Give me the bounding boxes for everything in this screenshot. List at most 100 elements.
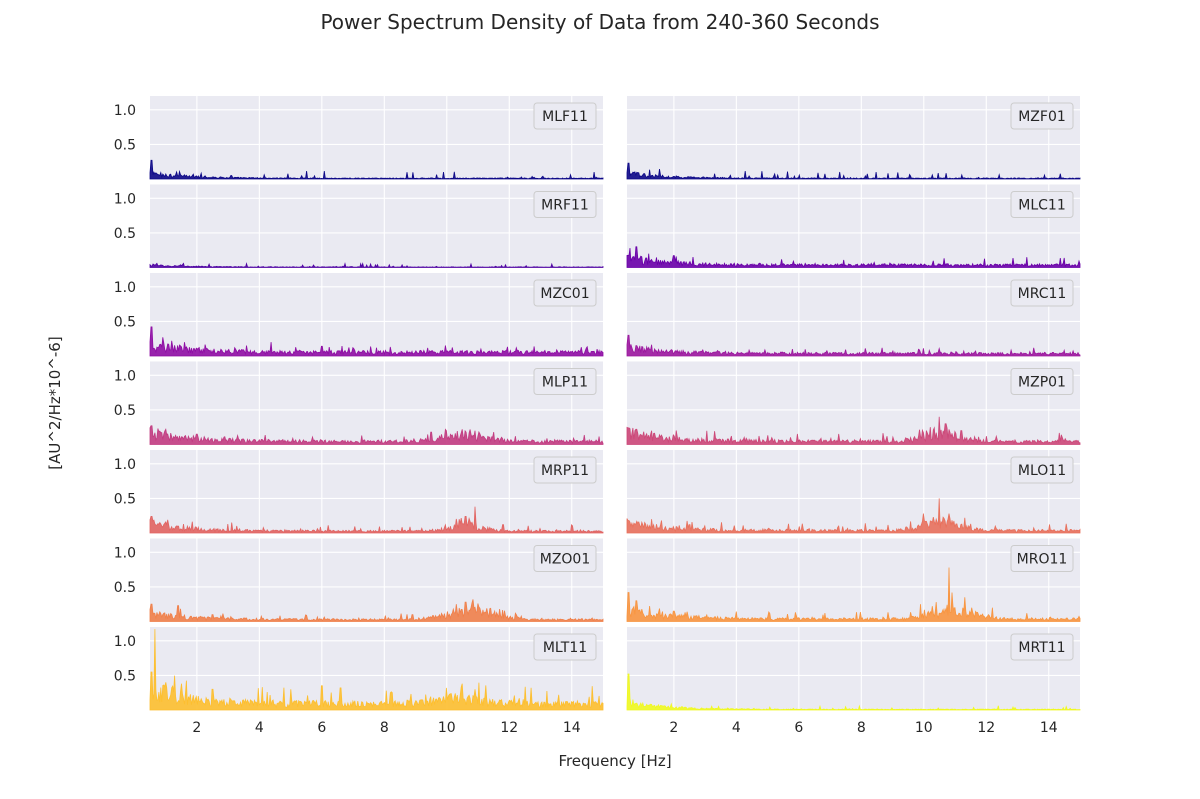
- legend: MLC11: [1010, 191, 1074, 218]
- x-tick-label: 4: [255, 720, 264, 736]
- psd-series-mlt11: [149, 629, 604, 711]
- y-tick-label: 0.5: [114, 668, 136, 684]
- panel-mro11: MRO11: [626, 538, 1081, 622]
- y-axis-label: [AU^2/Hz*10^-6]: [46, 336, 64, 470]
- legend-frame: [1010, 102, 1074, 130]
- legend: MRC11: [1010, 279, 1074, 307]
- legend-frame: [1010, 191, 1074, 218]
- legend-label: MZF01: [1018, 109, 1066, 125]
- y-tick-label: 0.5: [114, 580, 136, 596]
- psd-series-mlf11: [149, 159, 604, 180]
- legend-label: MZO01: [540, 552, 591, 568]
- y-tick-label: 0.5: [114, 403, 136, 419]
- x-tick-label: 10: [438, 720, 456, 736]
- panel-mzo01: MZO01: [149, 538, 604, 622]
- y-tick-label: 0.5: [114, 226, 136, 242]
- psd-series-mlc11: [626, 246, 1081, 268]
- legend-frame: [1010, 633, 1074, 661]
- legend-frame: [1010, 456, 1074, 484]
- psd-series-mzo01: [149, 599, 604, 622]
- y-tick-label: 1.0: [114, 545, 136, 561]
- panel-mrt11: MRT11: [626, 627, 1081, 711]
- panel-mzp01: MZP01: [626, 361, 1081, 445]
- x-tick-label: 4: [732, 720, 741, 736]
- legend: MZC01: [533, 279, 597, 307]
- legend: MRP11: [533, 456, 597, 484]
- x-tick-label: 10: [915, 720, 933, 736]
- legend: MLT11: [533, 633, 597, 661]
- legend-label: MZC01: [540, 286, 589, 302]
- psd-series-mrt11: [626, 673, 1081, 711]
- legend-label: MRP11: [541, 463, 589, 479]
- y-tick-label: 1.0: [114, 634, 136, 650]
- legend: MZF01: [1010, 102, 1074, 130]
- legend-label: MRT11: [1018, 640, 1065, 656]
- panel-mlo11: MLO11: [626, 450, 1081, 534]
- legend-frame: [533, 545, 597, 572]
- panel-mzf01: MZF01: [626, 96, 1081, 180]
- legend-label: MLC11: [1018, 198, 1065, 214]
- psd-series-mlp11: [149, 425, 604, 445]
- x-tick-label: 2: [192, 720, 201, 736]
- panel-mlp11: MLP11: [149, 361, 604, 445]
- x-axis-label: Frequency [Hz]: [558, 752, 672, 770]
- legend-frame: [533, 102, 597, 130]
- legend-frame: [533, 368, 597, 395]
- x-tick-label: 6: [794, 720, 803, 736]
- psd-series-mzf01: [626, 162, 1081, 180]
- y-tick-label: 1.0: [114, 191, 136, 207]
- legend-frame: [533, 456, 597, 484]
- legend: MRF11: [533, 191, 597, 218]
- legend: MRT11: [1010, 633, 1074, 661]
- panel-mrf11: MRF11: [149, 184, 604, 269]
- legend-label: MLF11: [542, 109, 588, 125]
- legend-label: MLT11: [543, 640, 587, 656]
- y-tick-label: 1.0: [114, 103, 136, 119]
- y-tick-label: 1.0: [114, 457, 136, 473]
- legend-frame: [533, 279, 597, 307]
- legend-label: MRF11: [541, 198, 589, 214]
- x-tick-label: 2: [669, 720, 678, 736]
- legend-frame: [1010, 368, 1074, 395]
- legend: MLF11: [533, 102, 597, 130]
- x-tick-label: 14: [563, 720, 581, 736]
- legend-frame: [533, 191, 597, 218]
- legend-frame: [533, 633, 597, 661]
- psd-series-mrp11: [149, 506, 604, 534]
- legend: MZO01: [533, 545, 597, 572]
- legend-frame: [1010, 545, 1074, 572]
- panel-mlc11: MLC11: [626, 184, 1081, 268]
- figure-title: Power Spectrum Density of Data from 240-…: [320, 10, 880, 34]
- y-tick-label: 1.0: [114, 280, 136, 296]
- panel-mrp11: MRP11: [149, 450, 604, 534]
- psd-series-mzc01: [149, 326, 604, 357]
- panel-mzc01: MZC01: [149, 273, 604, 357]
- x-tick-label: 12: [977, 720, 995, 736]
- y-tick-label: 0.5: [114, 491, 136, 507]
- y-tick-label: 1.0: [114, 368, 136, 384]
- psd-series-mro11: [626, 567, 1081, 622]
- legend-frame: [1010, 279, 1074, 307]
- panel-mlf11: MLF11: [149, 96, 604, 180]
- psd-series-mrf11: [149, 262, 604, 269]
- y-tick-label: 0.5: [114, 314, 136, 330]
- legend-label: MRC11: [1018, 286, 1067, 302]
- legend: MZP01: [1010, 368, 1074, 395]
- legend-label: MZP01: [1018, 375, 1066, 391]
- legend-label: MLP11: [542, 375, 588, 391]
- legend-label: MLO11: [1018, 463, 1066, 479]
- x-tick-label: 12: [500, 720, 518, 736]
- x-tick-label: 14: [1040, 720, 1058, 736]
- panel-mrc11: MRC11: [626, 273, 1081, 357]
- legend-label: MRO11: [1017, 552, 1068, 568]
- legend: MRO11: [1010, 545, 1074, 572]
- y-tick-label: 0.5: [114, 137, 136, 153]
- panel-mlt11: MLT11: [149, 627, 604, 711]
- psd-series-mzp01: [626, 416, 1081, 445]
- psd-series-mlo11: [626, 498, 1081, 534]
- x-tick-label: 6: [317, 720, 326, 736]
- legend: MLP11: [533, 368, 597, 395]
- psd-series-mrc11: [626, 334, 1081, 357]
- x-tick-label: 8: [380, 720, 389, 736]
